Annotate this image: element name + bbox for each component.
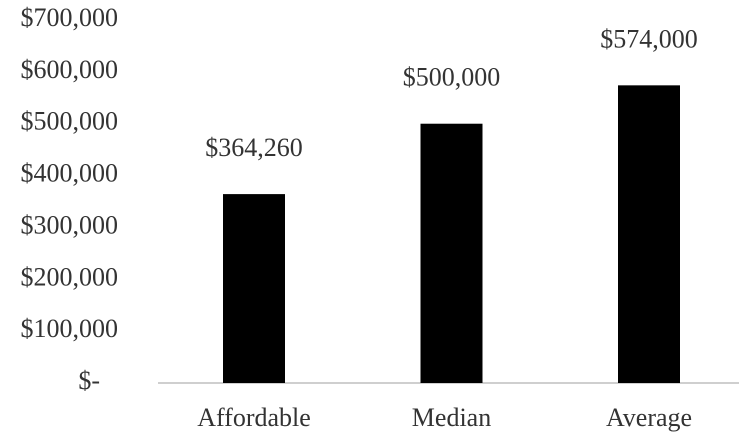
y-tick-label: $100,000 [21, 314, 119, 343]
y-tick-label: $- [78, 366, 100, 395]
y-tick-label: $400,000 [21, 159, 119, 188]
bar [618, 85, 680, 383]
y-tick-label: $600,000 [21, 55, 119, 84]
x-tick-label: Average [606, 403, 692, 432]
y-tick-label: $200,000 [21, 262, 119, 291]
y-tick-label: $300,000 [21, 210, 119, 239]
bar [420, 123, 483, 383]
y-tick-label: $700,000 [21, 3, 119, 32]
value-label: $364,260 [205, 133, 303, 162]
x-tick-label: Affordable [197, 403, 311, 432]
x-tick-label: Median [412, 403, 491, 432]
y-tick-label: $500,000 [21, 107, 119, 136]
value-label: $574,000 [600, 24, 698, 53]
value-label: $500,000 [403, 63, 501, 92]
bar [223, 194, 285, 383]
